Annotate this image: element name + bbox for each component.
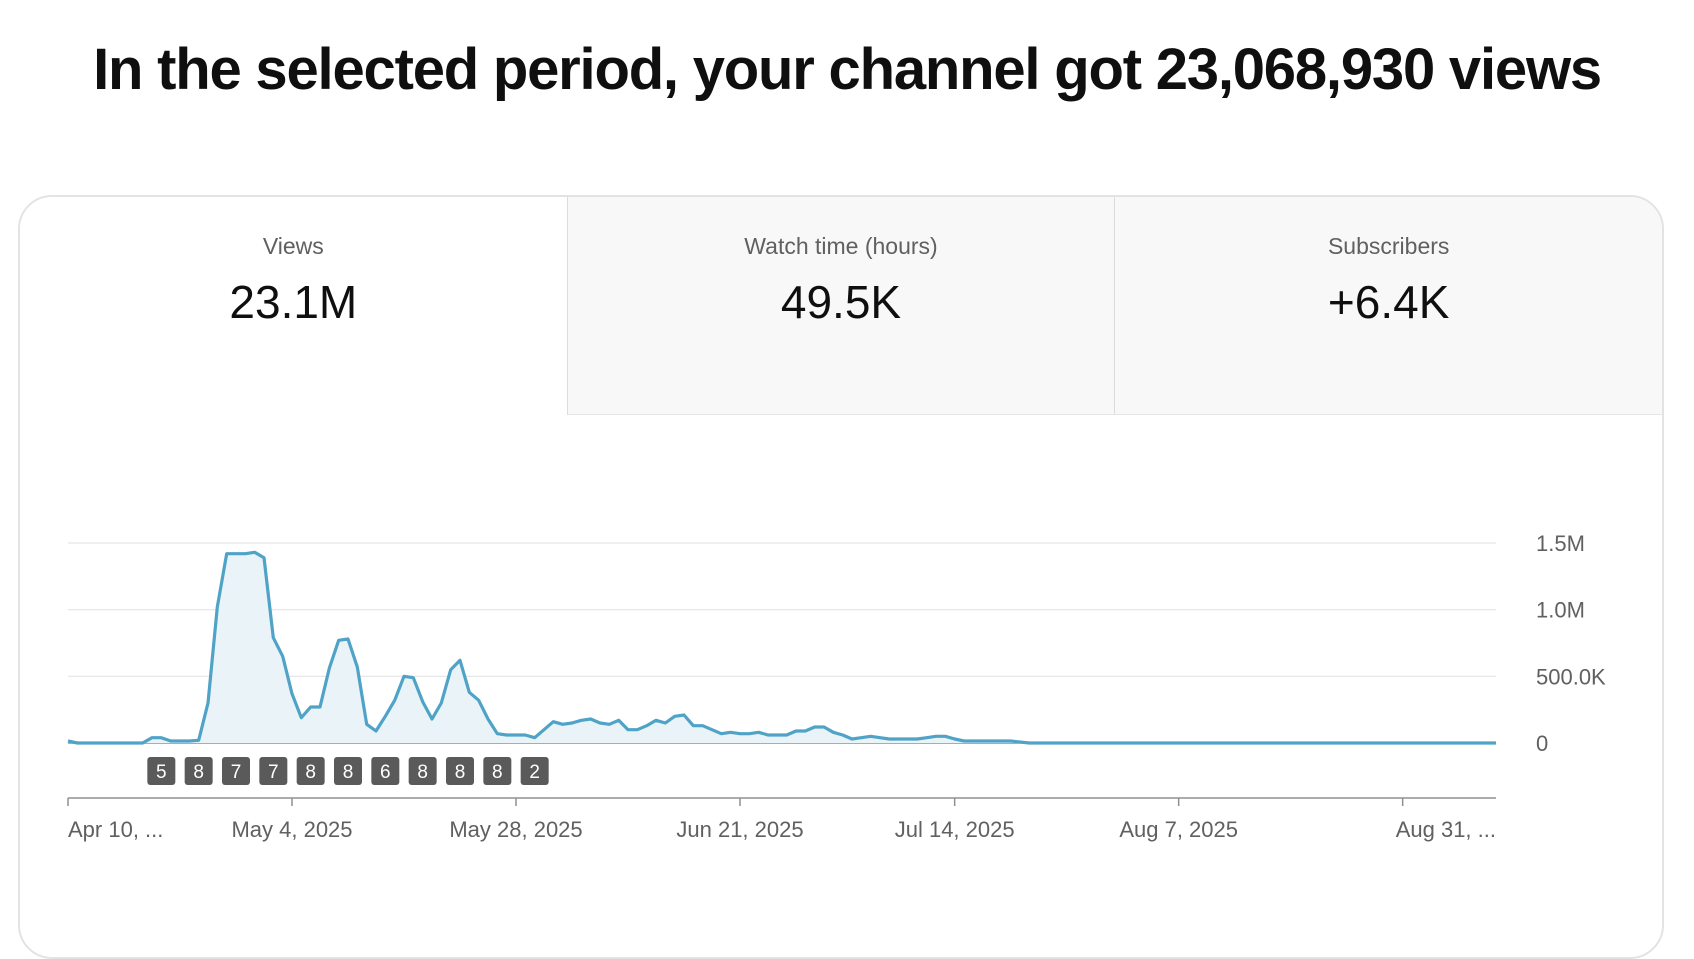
tab-subscribers[interactable]: Subscribers +6.4K [1114, 197, 1662, 415]
video-count-badge-label: 6 [380, 762, 391, 783]
tab-subscribers-value: +6.4K [1327, 276, 1450, 328]
video-count-badge [334, 757, 362, 785]
video-count-badge [296, 757, 325, 785]
analytics-card: Views 23.1M Watch time (hours) 49.5K Sub… [18, 195, 1664, 959]
video-count-badge [184, 757, 213, 785]
tab-watch-time[interactable]: Watch time (hours) 49.5K [566, 197, 1115, 415]
y-tick-label: 0 [1536, 731, 1548, 756]
video-count-badge-label: 7 [231, 762, 242, 783]
views-area [68, 552, 1496, 743]
video-count-badge [371, 757, 400, 785]
video-count-badge-label: 8 [305, 762, 316, 783]
views-chart[interactable]: 0 500.0K 1.0M 1.5M 5 8 7 7 8 8 6 8 8 8 2 Apr 10, ... May… [20, 415, 1662, 957]
video-count-badge [446, 757, 474, 785]
tab-views-value: 23.1M [229, 276, 358, 328]
video-count-badge [408, 757, 437, 785]
tab-views-label: Views [262, 233, 324, 259]
video-count-badge-label: 8 [193, 762, 204, 783]
x-tick-label: Aug 7, 2025 [1119, 817, 1238, 842]
video-count-badge-label: 8 [492, 762, 503, 783]
y-tick-label: 500.0K [1536, 664, 1606, 689]
video-count-badge-label: 8 [455, 762, 466, 783]
tab-watch-time-label: Watch time (hours) [744, 233, 938, 259]
x-tick-label: Apr 10, ... [68, 817, 163, 842]
tab-watch-time-value: 49.5K [780, 276, 902, 328]
tab-views[interactable]: Views 23.1M [20, 197, 567, 415]
metric-tabs: Views 23.1M Watch time (hours) 49.5K Sub… [20, 197, 1662, 415]
video-count-badge [222, 757, 250, 785]
y-tick-label: 1.0M [1536, 598, 1585, 623]
video-count-badge [147, 757, 176, 785]
x-tick-label: Aug 31, ... [1396, 817, 1496, 842]
x-tick-label: May 4, 2025 [231, 817, 352, 842]
video-count-badge [520, 757, 549, 785]
video-count-badge [259, 757, 288, 785]
video-count-badge [483, 757, 512, 785]
video-count-badge-label: 7 [268, 762, 279, 783]
x-tick-label: May 28, 2025 [449, 817, 582, 842]
page-headline: In the selected period, your channel got… [93, 37, 1602, 102]
views-line [67, 550, 1496, 745]
x-tick-label: Jun 21, 2025 [676, 817, 803, 842]
video-count-badge-label: 8 [417, 762, 428, 783]
video-count-badge-label: 5 [156, 762, 167, 783]
y-tick-label: 1.5M [1536, 531, 1585, 556]
video-count-badge-label: 2 [529, 762, 540, 783]
x-tick-label: Jul 14, 2025 [895, 817, 1015, 842]
video-count-badge-label: 8 [343, 762, 354, 783]
tab-subscribers-label: Subscribers [1327, 233, 1450, 259]
